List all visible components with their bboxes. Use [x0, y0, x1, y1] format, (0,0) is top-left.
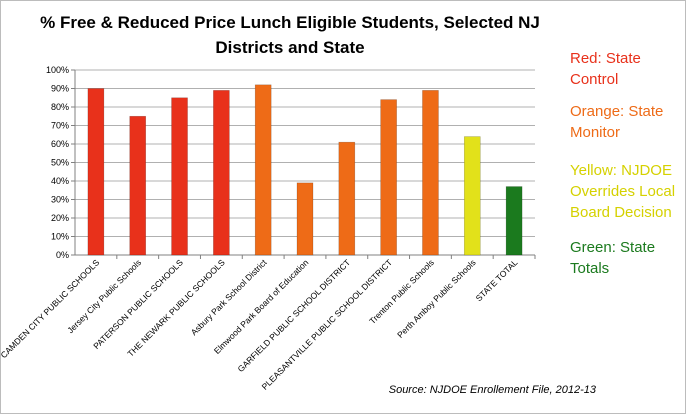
y-tick-label: 80% — [51, 102, 69, 112]
y-tick-label: 50% — [51, 158, 69, 168]
bar-red — [129, 115, 147, 256]
bar-red — [171, 97, 188, 256]
y-tick-label: 70% — [51, 121, 69, 131]
bar-orange — [338, 141, 356, 256]
chart-title: % Free & Reduced Price Lunch Eligible St… — [40, 13, 540, 57]
bar-orange — [296, 182, 314, 256]
x-tick-label: STATE TOTAL — [474, 257, 520, 303]
bar-yellow — [463, 136, 481, 256]
legend-red-state-control: Red: State Control — [570, 50, 641, 88]
bar-orange — [422, 90, 439, 256]
x-tick-label: PATERSON PUBLIC SCHOOLS — [91, 257, 185, 351]
bar-red — [87, 88, 105, 256]
y-tick-label: 20% — [51, 213, 69, 223]
x-tick-label: Perth Amboy Public Schools — [395, 257, 478, 340]
bar-orange — [380, 99, 397, 256]
legend-orange-state-monitor: Orange: State Monitor — [570, 103, 664, 141]
legend-yellow-njdoe-overrides: Yellow: NJDOE Overrides Local Board Deci… — [570, 162, 676, 221]
bar-red — [213, 90, 230, 256]
y-tick-label: 40% — [51, 176, 69, 186]
bar-orange — [254, 84, 272, 256]
source-note: Source: NJDOE Enrollement File, 2012-13 — [388, 384, 596, 396]
y-tick-label: 90% — [51, 84, 69, 94]
y-tick-label: 10% — [51, 232, 69, 242]
bar-green — [505, 186, 523, 256]
x-tick-label: Asbury Park School District — [189, 257, 269, 337]
y-tick-label: 60% — [51, 139, 69, 149]
x-tick-label: Jersey City Public Schools — [65, 257, 143, 335]
legend-green-state-totals: Green: State Totals — [570, 239, 656, 277]
y-tick-label: 100% — [46, 65, 69, 75]
y-tick-label: 30% — [51, 195, 69, 205]
y-tick-label: 0% — [56, 250, 69, 260]
